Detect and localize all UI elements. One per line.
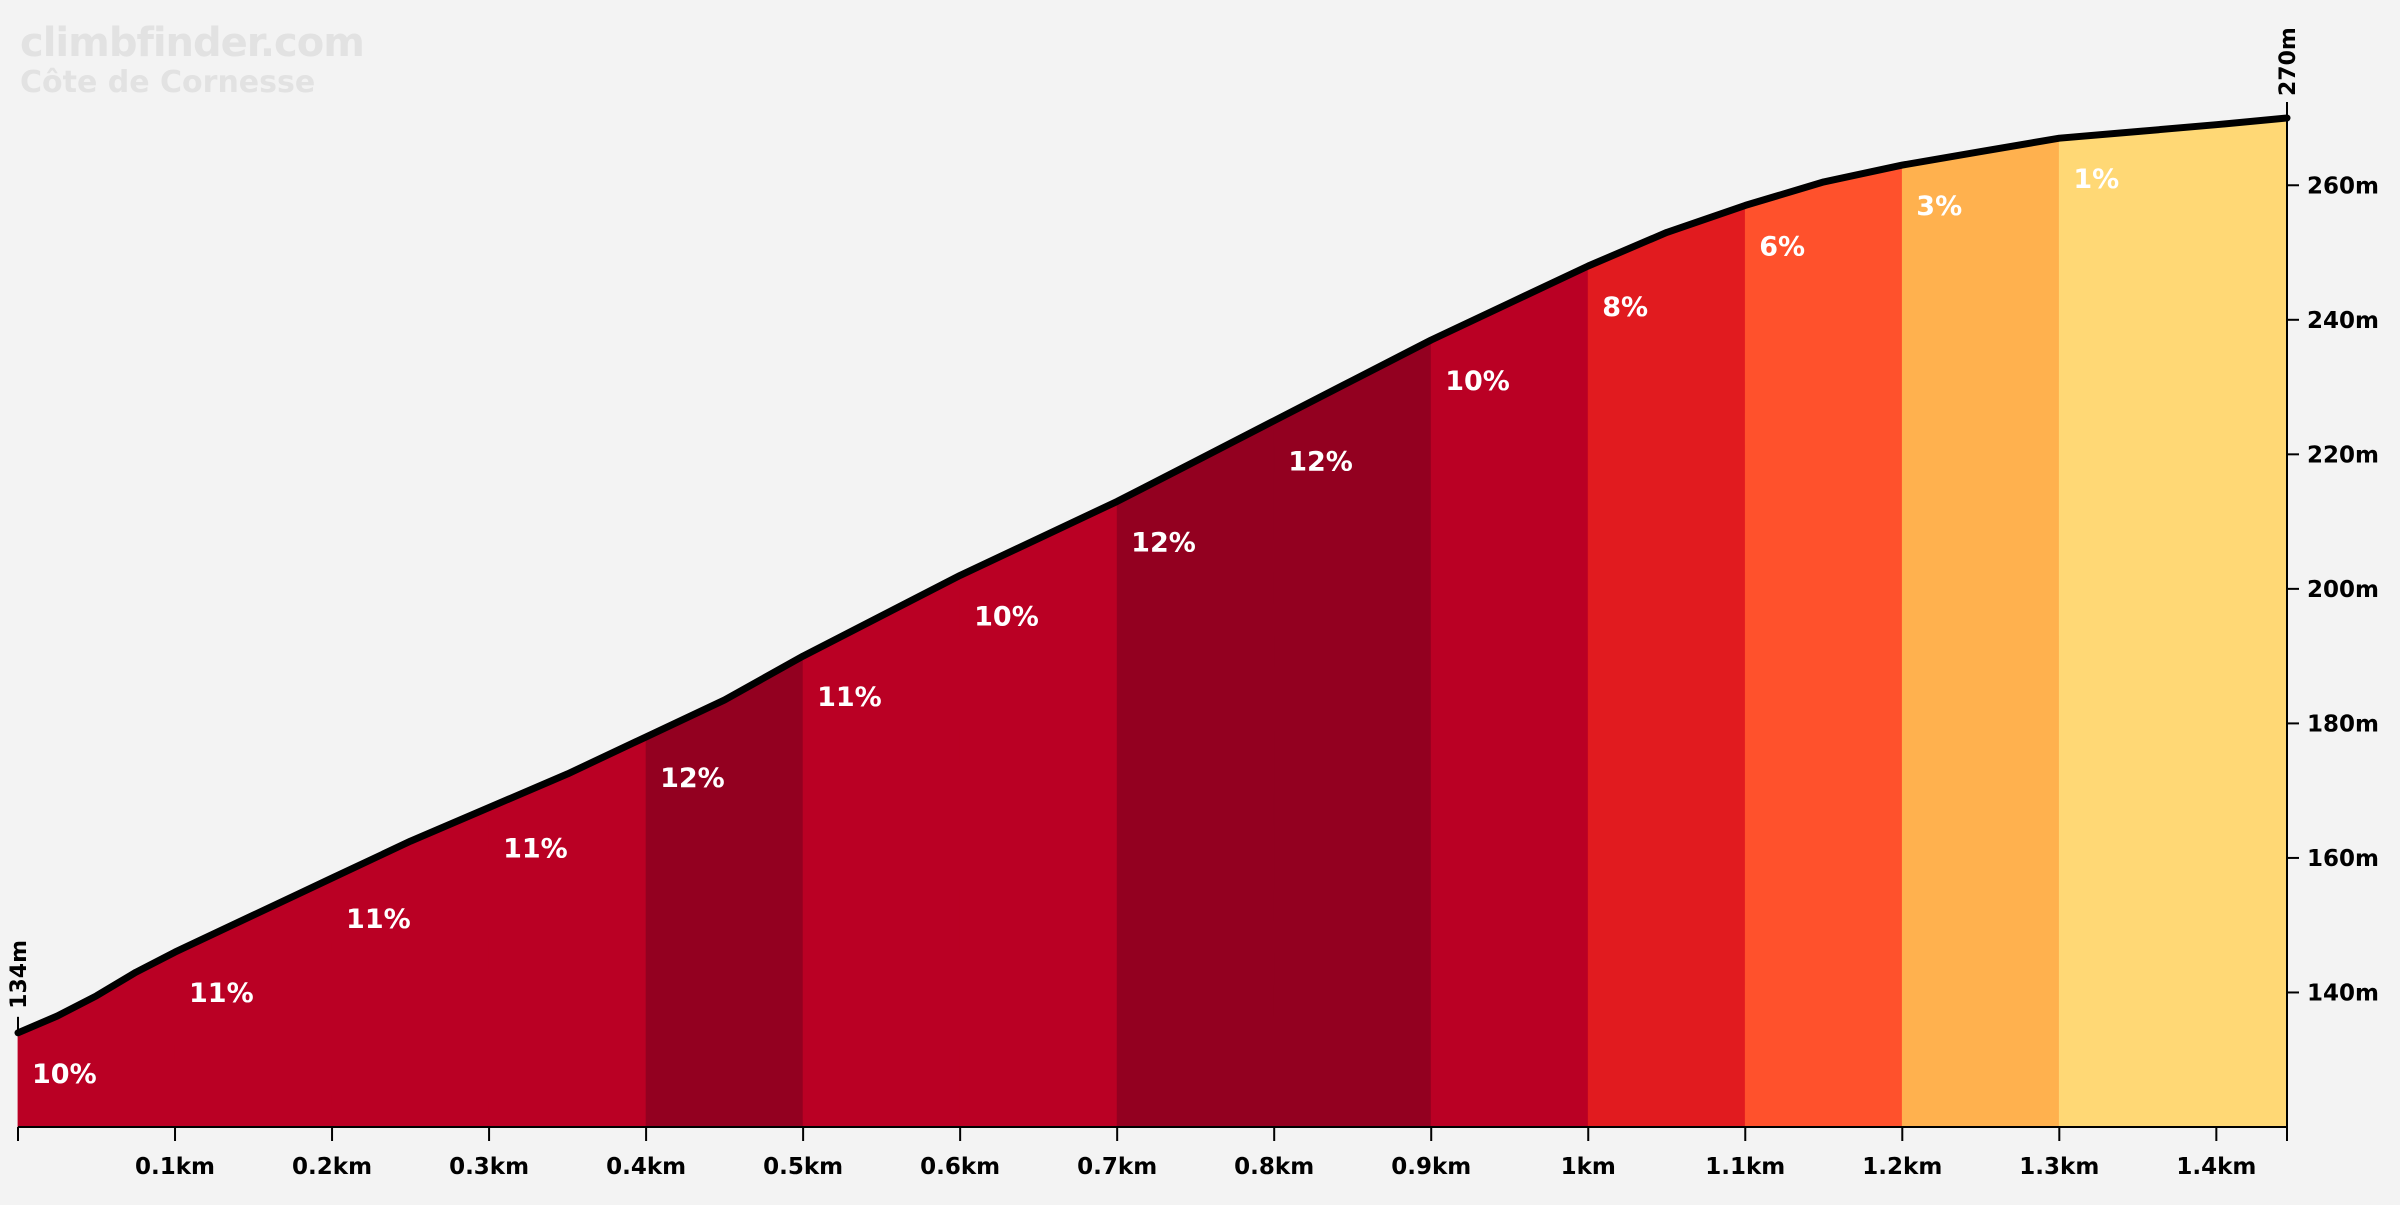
start-elevation-label: 134m [7, 940, 32, 1009]
y-tick-label-3: 180m [2307, 711, 2379, 737]
grade-segment-12 [1744, 164, 1903, 1128]
y-tick-label-4: 200m [2307, 577, 2379, 603]
watermark-climb-name: Côte de Cornesse [20, 65, 316, 100]
grade-label-14: 1% [2073, 164, 2119, 195]
x-tick-label-7: 0.7km [1077, 1154, 1157, 1180]
x-tick-label-11: 1.1km [1705, 1154, 1785, 1180]
grade-label-9: 12% [1288, 447, 1353, 478]
grade-label-7: 10% [974, 601, 1039, 632]
x-tick-label-10: 1km [1561, 1154, 1616, 1180]
grade-label-6: 11% [817, 682, 882, 713]
grade-segment-13 [1901, 137, 2060, 1128]
grade-segment-1 [17, 951, 176, 1128]
x-tick-label-3: 0.3km [449, 1154, 529, 1180]
x-tick-label-5: 0.5km [763, 1154, 843, 1180]
x-tick-label-6: 0.6km [920, 1154, 1000, 1180]
y-tick-label-1: 140m [2307, 980, 2379, 1006]
x-tick-label-4: 0.4km [606, 1154, 686, 1180]
grade-segment-3 [331, 806, 490, 1128]
x-tick-label-9: 0.9km [1391, 1154, 1471, 1180]
grade-label-4: 11% [503, 833, 568, 864]
y-tick-label-7: 260m [2307, 173, 2379, 199]
grade-segment-11 [1587, 204, 1746, 1128]
grade-label-3: 11% [346, 904, 411, 935]
watermark-site: climbfinder.com [20, 20, 365, 66]
grade-label-10: 10% [1445, 366, 1510, 397]
grade-label-11: 8% [1602, 292, 1648, 323]
grade-label-5: 12% [660, 763, 725, 794]
x-tick-label-14: 1.4km [2176, 1154, 2256, 1180]
x-tick-label-13: 1.3km [2019, 1154, 2099, 1180]
watermark: climbfinder.com Côte de Cornesse [20, 20, 365, 101]
grade-label-13: 3% [1916, 191, 1962, 222]
grade-segment-7 [959, 500, 1118, 1128]
y-tick-label-5: 220m [2307, 442, 2379, 468]
y-tick-label-6: 240m [2307, 308, 2379, 334]
grade-segment-14 [2058, 117, 2288, 1128]
grade-label-8: 12% [1131, 527, 1196, 558]
x-tick-label-12: 1.2km [1862, 1154, 1942, 1180]
x-tick-label-1: 0.1km [135, 1154, 215, 1180]
x-tick-label-2: 0.2km [292, 1154, 372, 1180]
x-tick-label-8: 0.8km [1234, 1154, 1314, 1180]
y-tick-label-2: 160m [2307, 846, 2379, 872]
grade-label-1: 10% [32, 1059, 97, 1090]
elevation-profile-line [14, 114, 2291, 1037]
grade-label-12: 6% [1759, 231, 1805, 262]
grade-segment-6 [802, 574, 961, 1128]
end-elevation-label: 270m [2276, 27, 2301, 96]
grade-label-2: 11% [189, 978, 254, 1009]
